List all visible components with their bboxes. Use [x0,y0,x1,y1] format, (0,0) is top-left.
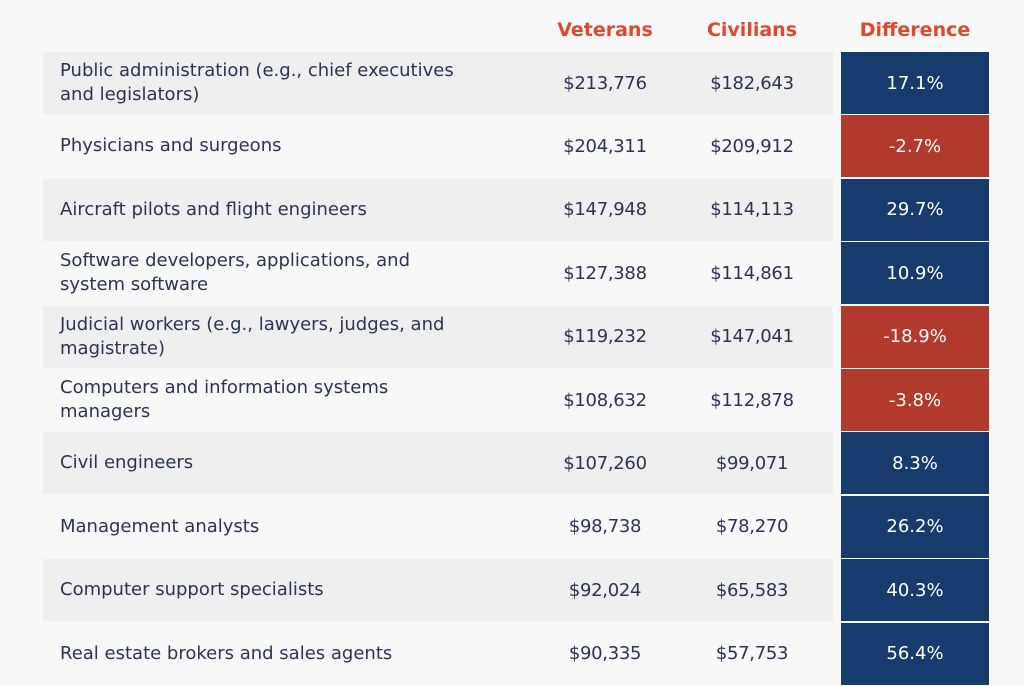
occupation-label: Civil engineers [60,452,194,474]
row-background [43,52,833,114]
veterans-salary: $213,776 [563,72,647,94]
veterans-salary: $147,948 [563,199,647,221]
difference-cell: 10.9% [841,242,989,305]
row-background [43,305,833,368]
occupation-label: Aircraft pilots and flight engineers [60,198,367,220]
civilians-salary: $147,041 [710,326,794,348]
row-background [43,178,833,241]
table-row: Aircraft pilots and flight engineers $147… [43,178,989,241]
table-row: Real estate brokers and sales agents $90,… [43,622,989,685]
table-row: Public administration (e.g., chief execu… [43,52,989,114]
table-row: Civil engineers $107,260 $99,071 8.3% [43,432,989,495]
civilians-salary: $209,912 [710,135,794,157]
table-row: Computer support specialists $92,024 $65,5… [43,559,989,622]
civilians-salary: $182,643 [710,72,794,94]
occupation-label: Physicians and surgeons [60,135,282,157]
veterans-salary: $98,738 [568,516,642,538]
difference-cell: 40.3% [841,559,989,622]
difference-cell: 17.1% [841,52,989,114]
table-row: Software developers, applications, and s… [43,242,989,305]
occupation-label: Judicial workers (e.g., lawyers, judges,… [60,313,445,359]
veterans-salary: $107,260 [563,452,647,474]
civilians-salary: $99,071 [715,452,789,474]
civilians-salary: $114,861 [710,262,794,284]
row-background [43,432,833,495]
table-row: Computers and information systems manage… [43,369,989,431]
veterans-salary: $90,335 [568,643,642,665]
difference-cell: -2.7% [841,115,989,178]
row-background [43,559,833,622]
table-row: Judicial workers (e.g., lawyers, judges,… [43,305,989,368]
civilians-salary: $78,270 [715,516,789,538]
table-row: Management analysts $98,738 $78,270 26.2% [43,495,989,558]
veterans-salary: $119,232 [563,326,647,348]
veterans-salary: $127,388 [563,262,647,284]
header-veterans: Veterans [557,19,653,41]
header-civilians: Civilians [706,19,798,41]
table-row: Physicians and surgeons $204,311 $209,912 -… [43,115,989,178]
occupation-label: Real estate brokers and sales agents [60,642,393,664]
veterans-salary: $204,311 [563,135,647,157]
difference-cell: -3.8% [841,369,989,431]
occupation-label: Computer support specialists [60,579,324,601]
civilians-salary: $114,113 [710,199,794,221]
header-difference: Difference [859,19,971,41]
occupation-label: Software developers, applications, and s… [60,250,411,296]
difference-cell: -18.9% [841,305,989,368]
difference-cell: 56.4% [841,622,989,685]
veterans-salary: $108,632 [563,389,647,411]
occupation-label: Public administration (e.g., chief execu… [60,60,454,105]
difference-cell: 26.2% [841,495,989,558]
difference-cell: 29.7% [841,178,989,241]
civilians-salary: $65,583 [715,579,789,601]
civilians-salary: $112,878 [710,389,794,411]
difference-cell: 8.3% [841,432,989,495]
veterans-salary: $92,024 [568,579,642,601]
occupation-label: Computers and information systems manage… [60,377,389,422]
civilians-salary: $57,753 [715,643,789,665]
occupation-label: Management analysts [60,515,260,537]
